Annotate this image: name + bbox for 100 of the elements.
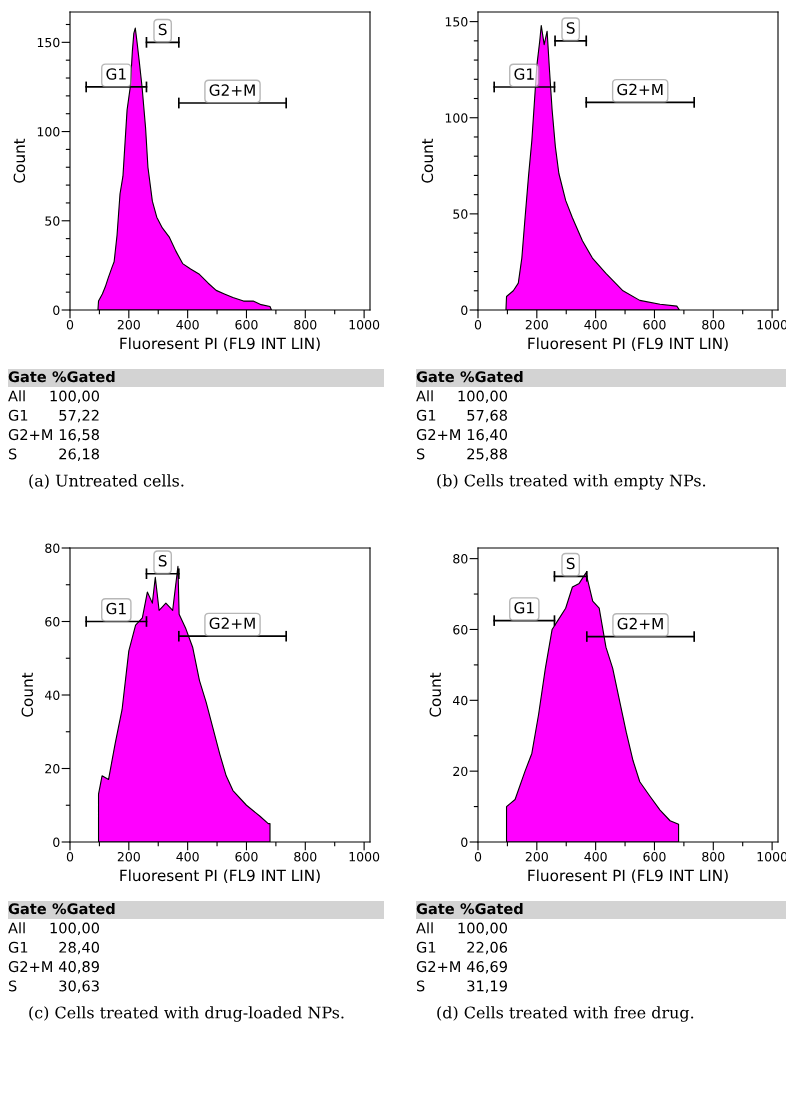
text: S xyxy=(8,448,17,460)
text: G2+M xyxy=(416,961,460,973)
x-tick-label: 600 xyxy=(643,851,666,862)
x-tick-label: 800 xyxy=(702,319,725,330)
text: 25,88 xyxy=(467,448,507,461)
x-tick-label: 200 xyxy=(117,319,140,330)
text: S xyxy=(8,980,17,992)
y-tick-label: 50 xyxy=(453,209,468,219)
x-tick-label: 800 xyxy=(294,851,317,862)
y-axis-title: Count xyxy=(13,138,26,183)
text: 28,40 xyxy=(59,941,100,955)
x-tick-label: 200 xyxy=(525,319,548,330)
y-tick-label: 80 xyxy=(45,543,60,553)
text: All xyxy=(416,922,433,934)
text: 57,68 xyxy=(467,409,507,423)
x-tick-label: 600 xyxy=(235,851,258,862)
text: Gate xyxy=(8,903,46,915)
x-axis-title: Fluoresent PI (FL9 INT LIN) xyxy=(528,869,728,883)
text: 100,00 xyxy=(458,390,508,404)
text: 100,00 xyxy=(50,922,100,936)
text: G1 xyxy=(416,941,436,953)
y-tick-label: 0 xyxy=(461,837,468,847)
x-tick-label: 200 xyxy=(525,851,548,862)
y-axis-title: Count xyxy=(21,672,34,717)
text: (c) Cells treated with drug-loaded NPs. xyxy=(29,1006,344,1022)
x-tick-label: 0 xyxy=(474,319,482,330)
text: %Gated xyxy=(52,370,115,383)
series-label: S xyxy=(566,557,575,570)
series-label: G1 xyxy=(106,602,126,615)
series-label: G2+M xyxy=(209,617,255,630)
x-tick-label: 0 xyxy=(66,319,74,330)
x-tick-label: 400 xyxy=(584,851,607,862)
x-tick-label: 800 xyxy=(294,319,317,330)
legend-label: G1 xyxy=(106,68,126,80)
y-tick-label: 60 xyxy=(453,624,468,635)
y-tick-label: 0 xyxy=(461,305,468,315)
x-tick-label: 600 xyxy=(643,319,666,330)
text: S xyxy=(416,980,425,992)
x-tick-label: 800 xyxy=(702,851,725,862)
text: 100,00 xyxy=(458,922,508,936)
series-label: S xyxy=(158,23,167,36)
text: All xyxy=(8,390,25,402)
text: 100,00 xyxy=(50,390,100,404)
series-label: S xyxy=(566,22,575,34)
text: %Gated xyxy=(460,370,523,383)
text: G1 xyxy=(8,409,28,421)
series-label: G2+M xyxy=(617,83,663,96)
x-tick-label: 0 xyxy=(474,851,482,862)
y-tick-label: 40 xyxy=(452,695,468,706)
legend-label: G1 xyxy=(514,68,534,80)
y-tick-label: 100 xyxy=(445,113,468,123)
x-axis-title: Fluoresent PI (FL9 INT LIN) xyxy=(528,337,728,351)
text: Gate xyxy=(416,903,454,915)
x-tick-label: 600 xyxy=(235,319,258,330)
text: %Gated xyxy=(460,902,523,915)
text: 57,22 xyxy=(59,409,99,423)
text: (a) Untreated cells. xyxy=(29,474,184,489)
x-tick-label: 400 xyxy=(176,851,199,862)
text: %Gated xyxy=(52,902,115,915)
text: G1 xyxy=(416,409,436,421)
text: 16,58 xyxy=(59,429,99,442)
y-tick-label: 0 xyxy=(53,837,60,847)
x-tick-label: 400 xyxy=(176,319,199,330)
text: G1 xyxy=(8,941,28,953)
y-axis-title: Count xyxy=(421,138,434,183)
text: G2+M xyxy=(8,961,52,973)
text: G2+M xyxy=(416,429,460,441)
text: 31,19 xyxy=(467,980,507,993)
y-tick-label: 150 xyxy=(37,37,60,48)
text: 30,63 xyxy=(59,980,99,993)
series-label: G1 xyxy=(514,601,534,614)
y-tick-label: 20 xyxy=(45,763,60,774)
text: (d) Cells treated with free drug. xyxy=(437,1006,694,1022)
x-axis-title: Fluoresent PI (FL9 INT LIN) xyxy=(120,337,320,351)
text: 16,40 xyxy=(467,429,508,442)
x-tick-label: 200 xyxy=(117,851,140,862)
series-label: S xyxy=(158,555,167,567)
text: All xyxy=(8,922,25,934)
y-tick-label: 100 xyxy=(37,127,60,137)
y-tick-label: 20 xyxy=(453,766,468,777)
text: All xyxy=(416,390,433,402)
y-tick-label: 150 xyxy=(445,17,468,27)
y-axis-title: Count xyxy=(429,672,442,717)
y-tick-label: 0 xyxy=(53,305,60,315)
text: S xyxy=(416,448,425,460)
y-tick-label: 60 xyxy=(45,616,60,627)
x-tick-label: 0 xyxy=(66,851,74,862)
text: 26,18 xyxy=(59,448,99,461)
text: 22,06 xyxy=(467,941,508,955)
series-label: G2+M xyxy=(209,84,255,96)
x-tick-label: 400 xyxy=(584,319,607,330)
x-tick-label: 1000 xyxy=(349,319,380,330)
series-label: G2+M xyxy=(617,617,663,630)
text: Gate xyxy=(416,371,454,383)
y-tick-label: 50 xyxy=(45,216,60,226)
x-axis-title: Fluoresent PI (FL9 INT LIN) xyxy=(120,869,320,883)
text: G2+M xyxy=(8,429,52,441)
y-tick-label: 40 xyxy=(44,690,60,700)
text: Gate xyxy=(8,371,46,383)
text: 40,89 xyxy=(58,961,99,974)
